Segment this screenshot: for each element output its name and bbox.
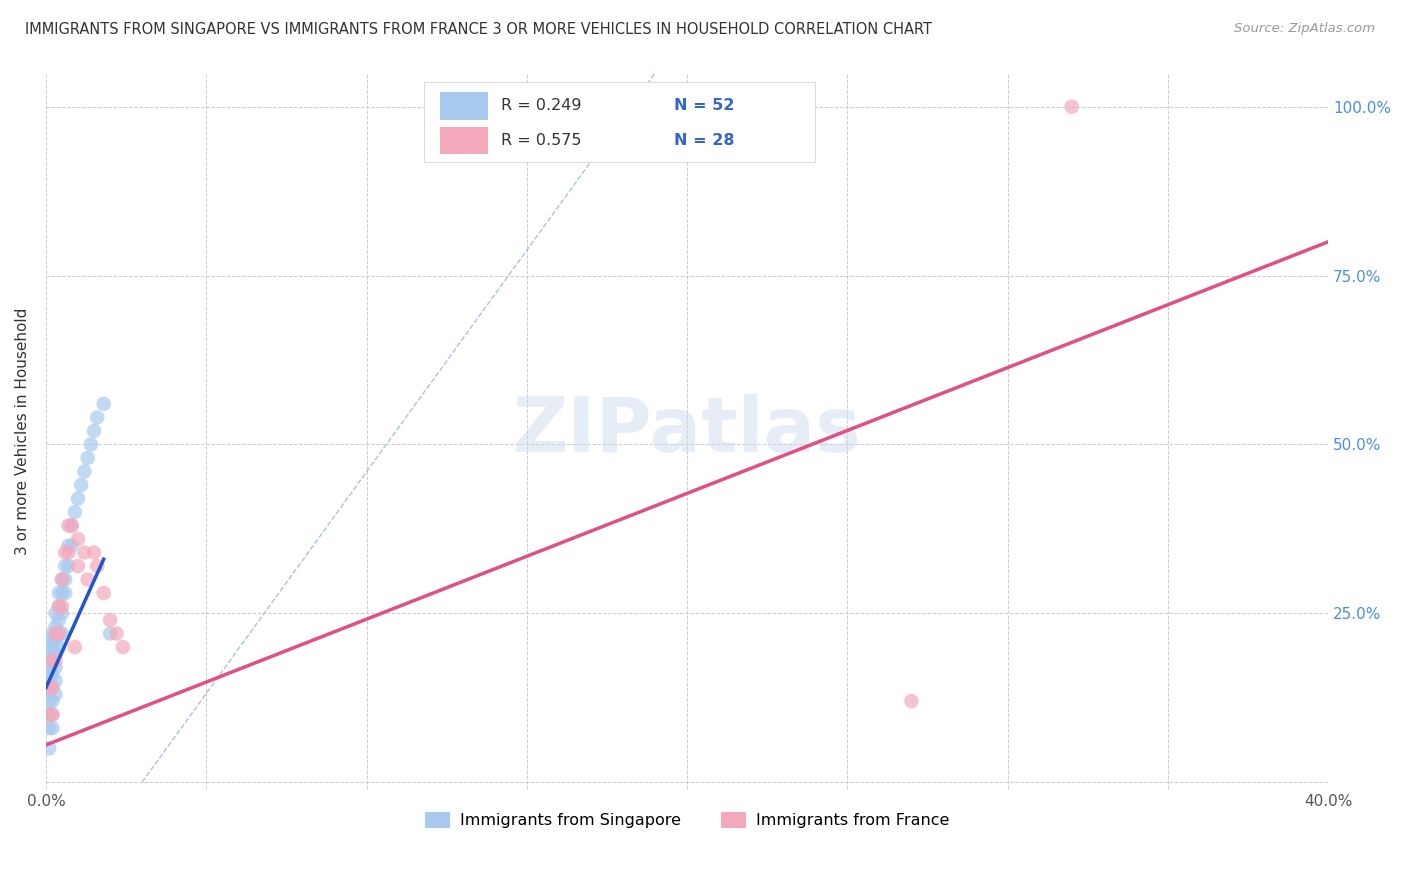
Point	[66, 559, 89, 574]
Point	[73, 545, 96, 559]
Point	[53, 545, 76, 559]
Point	[53, 586, 76, 600]
Point	[58, 545, 80, 559]
Point	[63, 640, 86, 654]
Text: R = 0.575: R = 0.575	[501, 133, 582, 148]
Point	[41, 721, 63, 735]
Point	[93, 586, 115, 600]
Point	[38, 707, 60, 722]
Point	[51, 626, 73, 640]
Point	[60, 539, 83, 553]
Point	[38, 673, 60, 688]
Point	[53, 573, 76, 587]
Point	[45, 687, 67, 701]
Point	[80, 437, 103, 451]
Point	[45, 673, 67, 688]
Point	[83, 545, 105, 559]
Point	[58, 539, 80, 553]
Point	[51, 599, 73, 614]
Point	[38, 681, 60, 695]
Point	[76, 573, 98, 587]
FancyBboxPatch shape	[425, 82, 815, 162]
Point	[45, 654, 67, 668]
Point	[53, 559, 76, 574]
Point	[63, 505, 86, 519]
Point	[51, 586, 73, 600]
Point	[86, 410, 108, 425]
Point	[38, 640, 60, 654]
Point	[58, 559, 80, 574]
Point	[38, 707, 60, 722]
Legend: Immigrants from Singapore, Immigrants from France: Immigrants from Singapore, Immigrants fr…	[419, 805, 956, 835]
Point	[51, 573, 73, 587]
Point	[66, 532, 89, 546]
Point	[41, 707, 63, 722]
Point	[38, 667, 60, 681]
FancyBboxPatch shape	[440, 127, 488, 154]
Point	[105, 626, 128, 640]
Text: Source: ZipAtlas.com: Source: ZipAtlas.com	[1234, 22, 1375, 36]
Point	[111, 640, 134, 654]
Point	[41, 633, 63, 648]
Point	[900, 694, 922, 708]
Point	[41, 681, 63, 695]
Point	[48, 626, 70, 640]
Text: ZIPatlas: ZIPatlas	[513, 394, 862, 468]
Point	[45, 660, 67, 674]
Point	[48, 640, 70, 654]
Point	[48, 599, 70, 614]
Point	[41, 694, 63, 708]
Point	[60, 518, 83, 533]
Point	[86, 559, 108, 574]
Point	[51, 573, 73, 587]
Point	[48, 586, 70, 600]
Point	[41, 626, 63, 640]
Point	[70, 478, 93, 492]
Point	[38, 741, 60, 756]
Point	[76, 450, 98, 465]
Point	[66, 491, 89, 506]
Point	[45, 607, 67, 621]
Point	[1060, 100, 1083, 114]
Text: N = 28: N = 28	[675, 133, 735, 148]
FancyBboxPatch shape	[440, 92, 488, 120]
Point	[41, 640, 63, 654]
Point	[38, 681, 60, 695]
Point	[41, 654, 63, 668]
Point	[60, 518, 83, 533]
Point	[41, 681, 63, 695]
Point	[48, 599, 70, 614]
Point	[48, 626, 70, 640]
Point	[51, 607, 73, 621]
Text: N = 52: N = 52	[675, 98, 735, 113]
Point	[45, 633, 67, 648]
Point	[48, 613, 70, 627]
Point	[41, 667, 63, 681]
Y-axis label: 3 or more Vehicles in Household: 3 or more Vehicles in Household	[15, 307, 30, 555]
Point	[83, 424, 105, 438]
Text: R = 0.249: R = 0.249	[501, 98, 582, 113]
Point	[45, 626, 67, 640]
Point	[73, 465, 96, 479]
Point	[45, 620, 67, 634]
Point	[41, 654, 63, 668]
Point	[38, 721, 60, 735]
Point	[38, 660, 60, 674]
Point	[41, 707, 63, 722]
Point	[98, 613, 121, 627]
Point	[58, 518, 80, 533]
Point	[98, 626, 121, 640]
Point	[45, 647, 67, 661]
Point	[93, 397, 115, 411]
Point	[38, 654, 60, 668]
Point	[38, 694, 60, 708]
Text: IMMIGRANTS FROM SINGAPORE VS IMMIGRANTS FROM FRANCE 3 OR MORE VEHICLES IN HOUSEH: IMMIGRANTS FROM SINGAPORE VS IMMIGRANTS …	[25, 22, 932, 37]
